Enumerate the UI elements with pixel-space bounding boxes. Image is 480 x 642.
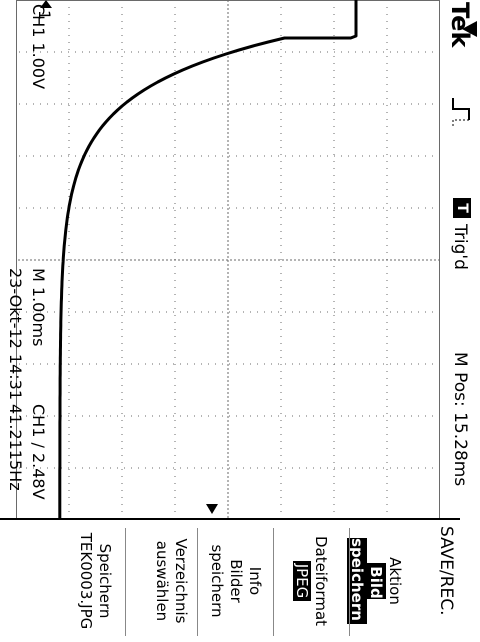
trigger-level-readout: CH1 / 2.48V	[29, 404, 48, 500]
dateiformat-label: Dateiformat	[312, 535, 330, 627]
dateiformat-value: JPEG	[293, 560, 311, 602]
graticule: 1	[16, 0, 440, 520]
menu-button-verzeichnis[interactable]: Verzeichnis auswählen	[152, 520, 190, 642]
menu-button-dateiformat[interactable]: Dateiformat JPEG	[292, 520, 330, 642]
aktion-label: Aktion	[386, 557, 404, 605]
info-line-3: speichern	[208, 544, 226, 618]
frequency-readout: 41.2115Hz	[6, 404, 25, 491]
save-recall-menu: SAVE/REC. Aktion Bild speichern Dateifor…	[0, 518, 460, 642]
ch1-ground-label: 1	[35, 10, 54, 20]
menu-title: SAVE/REC.	[436, 526, 456, 616]
info-line-1: Info	[246, 566, 264, 596]
trigger-status: Trig'd	[450, 224, 470, 270]
speichern-label: Speichern	[96, 543, 114, 619]
main-position-readout: M Pos: 15.28ms	[450, 352, 470, 487]
ch1-waveform	[58, 0, 358, 518]
menu-button-info[interactable]: Info Bilder speichern	[207, 520, 264, 642]
aktion-value: Bild speichern	[347, 538, 386, 624]
ch1-ground-marker: 1	[35, 0, 54, 20]
verzeichnis-line-1: Verzeichnis	[172, 538, 190, 624]
info-line-2: Bilder	[227, 559, 245, 603]
trigger-position-icon	[462, 21, 477, 37]
grid-lines	[16, 0, 440, 520]
trigger-edge-icon	[452, 98, 470, 128]
trigger-status-badge: T	[453, 198, 471, 218]
timebase-readout: M 1.00ms	[29, 268, 48, 347]
ch1-scale-readout: CH1 1.00V	[29, 4, 48, 90]
date-time-readout: 23-Okt-12 14:31	[6, 268, 25, 401]
verzeichnis-line-2: auswählen	[153, 540, 171, 622]
speichern-filename: TEK0003.JPG	[77, 532, 95, 630]
menu-button-aktion[interactable]: Aktion Bild speichern	[347, 520, 404, 642]
trigger-level-marker	[206, 504, 218, 514]
menu-button-speichern[interactable]: Speichern TEK0003.JPG	[76, 520, 114, 642]
